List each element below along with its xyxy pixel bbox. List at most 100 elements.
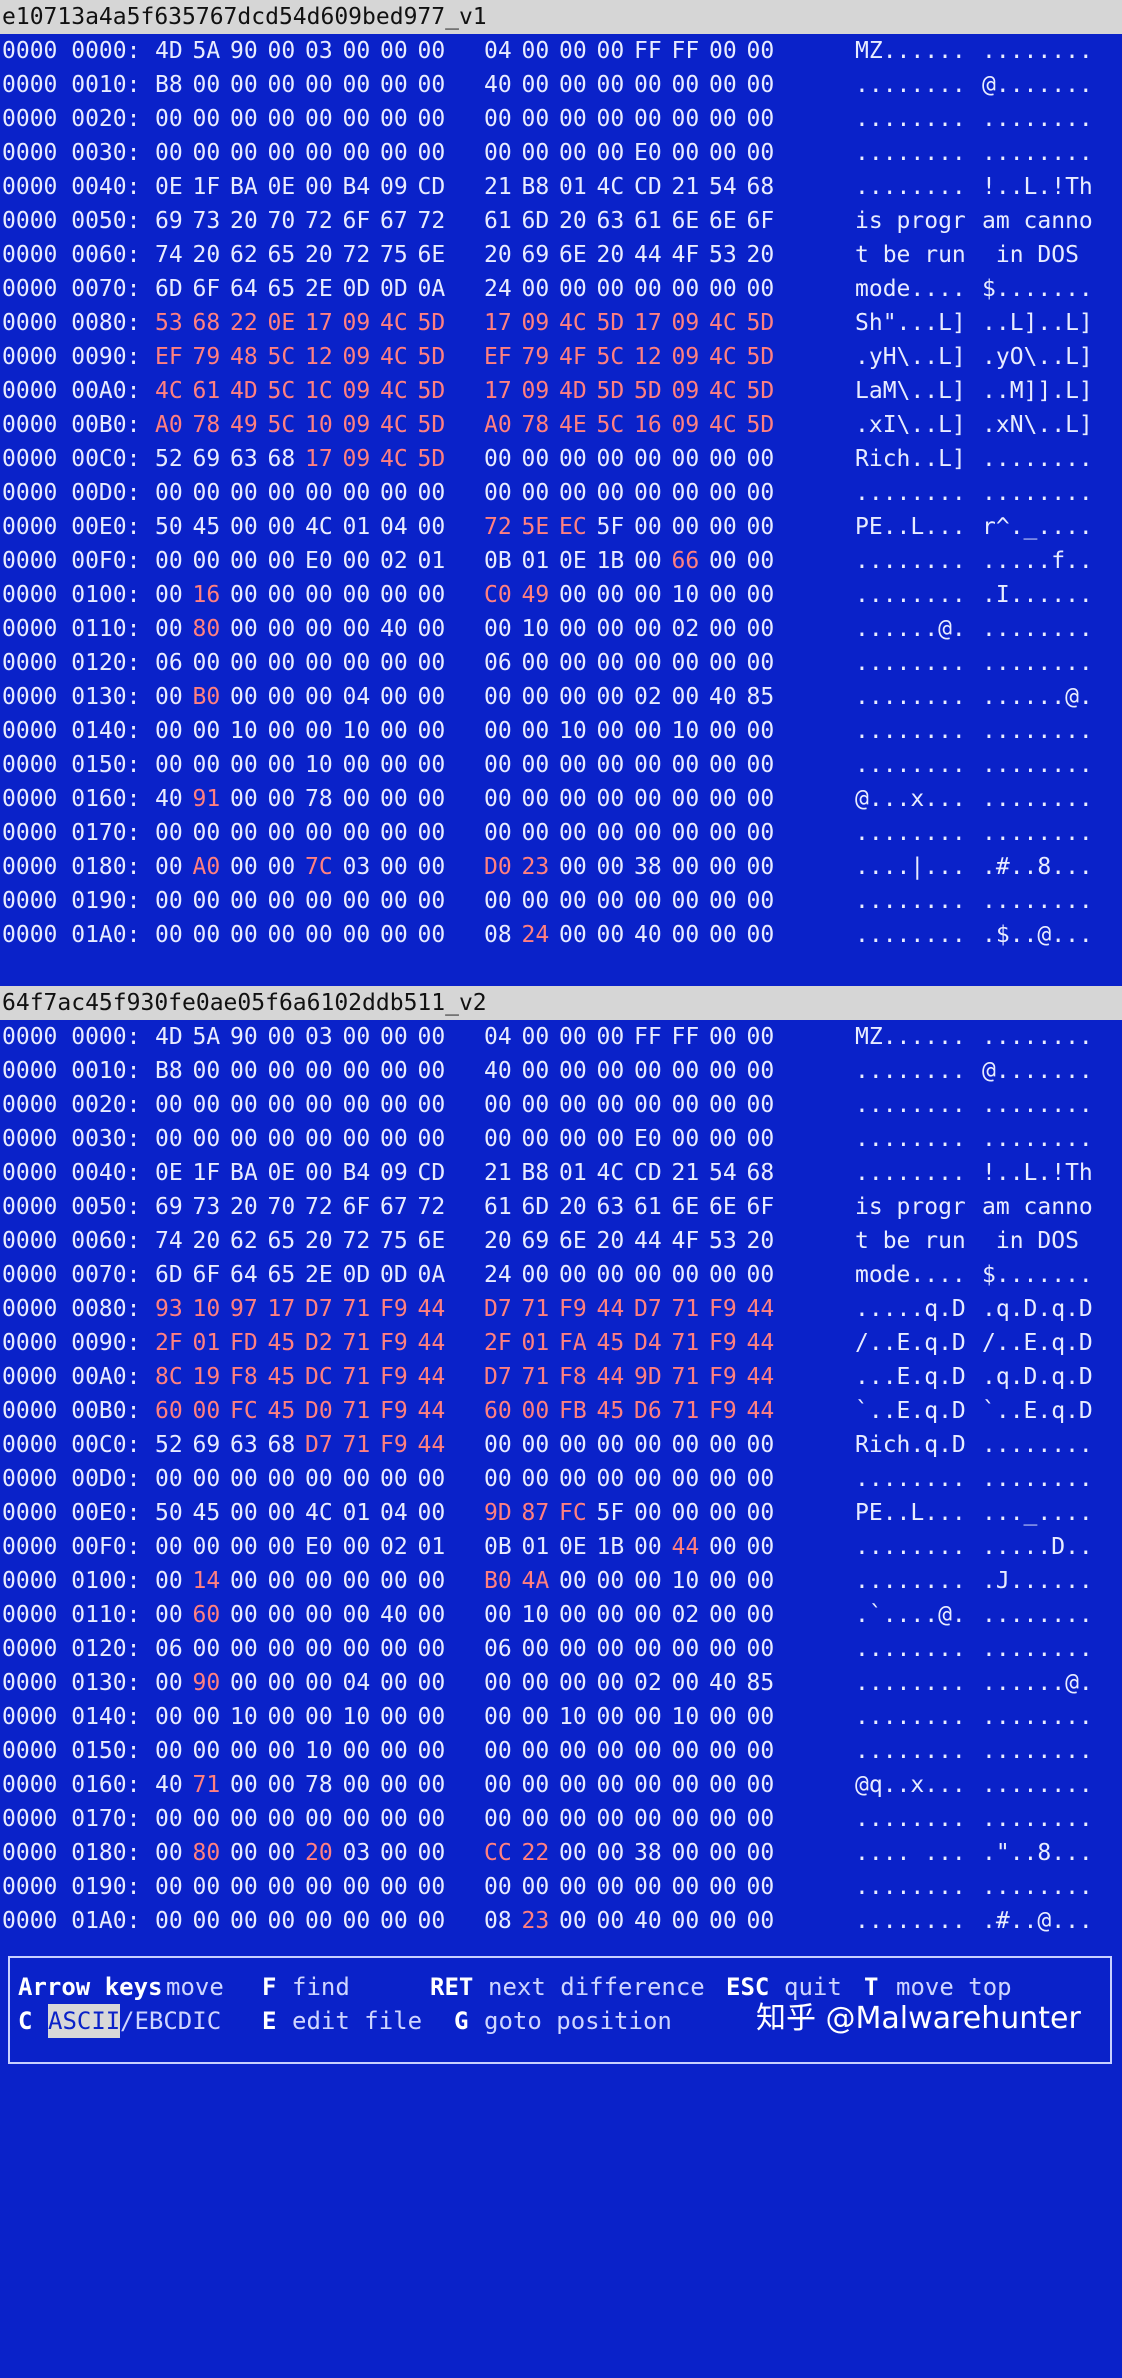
hex-byte[interactable]: 00 <box>305 650 333 676</box>
hex-byte[interactable]: 00 <box>634 1568 662 1594</box>
hex-byte[interactable]: 00 <box>155 582 183 608</box>
hex-byte[interactable]: 04 <box>380 514 408 540</box>
hex-byte[interactable]: 0E <box>267 310 296 336</box>
hex-byte[interactable]: 00 <box>746 1500 775 1526</box>
hex-byte[interactable]: 00 <box>746 718 775 744</box>
hex-byte[interactable]: 00 <box>380 718 408 744</box>
hex-byte[interactable]: 00 <box>484 1806 512 1832</box>
hex-byte[interactable]: EC <box>559 514 587 540</box>
hex-byte[interactable]: 10 <box>521 1602 550 1628</box>
hex-byte[interactable]: 40 <box>634 1908 662 1934</box>
hex-byte[interactable]: 00 <box>417 514 446 540</box>
hex-byte[interactable]: 00 <box>559 140 587 166</box>
hex-byte[interactable]: 00 <box>709 140 737 166</box>
hex-byte[interactable]: 00 <box>746 1874 775 1900</box>
hex-byte[interactable]: 00 <box>559 752 587 778</box>
hex-byte[interactable]: 10 <box>559 718 587 744</box>
hex-byte[interactable]: 00 <box>305 922 333 948</box>
hex-byte[interactable]: 00 <box>380 1126 408 1152</box>
hex-byte[interactable]: 00 <box>230 548 258 574</box>
hex-byte[interactable]: 10 <box>559 1704 587 1730</box>
hex-byte[interactable]: 5D <box>417 446 446 472</box>
hex-byte[interactable]: 00 <box>521 1704 550 1730</box>
hex-byte[interactable]: 69 <box>192 446 221 472</box>
hex-byte[interactable]: 00 <box>305 1704 333 1730</box>
hex-byte[interactable]: 53 <box>709 242 737 268</box>
hex-byte[interactable]: D0 <box>305 1398 333 1424</box>
hex-byte[interactable]: 71 <box>521 1296 550 1322</box>
hex-byte[interactable]: 00 <box>634 1466 662 1492</box>
hex-byte[interactable]: 00 <box>709 1806 737 1832</box>
hex-byte[interactable]: 00 <box>709 1602 737 1628</box>
hex-byte[interactable]: 00 <box>342 38 371 64</box>
hex-byte[interactable]: 4C <box>155 378 183 404</box>
hex-byte[interactable]: 72 <box>342 1228 371 1254</box>
hex-byte[interactable]: D7 <box>634 1296 662 1322</box>
hex-byte[interactable]: 00 <box>155 1602 183 1628</box>
hex-byte[interactable]: 6F <box>746 1194 775 1220</box>
hex-byte[interactable]: 6F <box>342 1194 371 1220</box>
hex-byte[interactable]: 00 <box>380 1636 408 1662</box>
hex-byte[interactable]: 6F <box>746 208 775 234</box>
hex-byte[interactable]: 44 <box>746 1330 775 1356</box>
hex-byte[interactable]: 00 <box>596 1432 625 1458</box>
hex-byte[interactable]: 00 <box>155 1466 183 1492</box>
hex-byte[interactable]: E0 <box>634 140 662 166</box>
hex-byte[interactable]: 00 <box>484 1670 512 1696</box>
hex-byte[interactable]: 65 <box>267 1262 296 1288</box>
hex-byte[interactable]: 00 <box>230 1840 258 1866</box>
hex-byte[interactable]: 02 <box>671 616 700 642</box>
hex-byte[interactable]: 04 <box>484 1024 512 1050</box>
hex-byte[interactable]: 00 <box>596 1058 625 1084</box>
hex-byte[interactable]: 90 <box>230 38 258 64</box>
hex-byte[interactable]: E0 <box>634 1126 662 1152</box>
hex-byte[interactable]: 00 <box>417 650 446 676</box>
hex-byte[interactable]: FF <box>634 1024 662 1050</box>
hex-byte[interactable]: 00 <box>671 684 700 710</box>
hex-byte[interactable]: 00 <box>155 1670 183 1696</box>
hex-byte[interactable]: 00 <box>342 1092 371 1118</box>
hex-byte[interactable]: 00 <box>380 1670 408 1696</box>
hex-byte[interactable]: 17 <box>305 310 333 336</box>
hex-byte[interactable]: 00 <box>559 1058 587 1084</box>
hex-byte[interactable]: 40 <box>634 922 662 948</box>
hex-byte[interactable]: F9 <box>709 1330 737 1356</box>
hex-byte[interactable]: 01 <box>521 1330 550 1356</box>
hex-byte[interactable]: 00 <box>746 1636 775 1662</box>
hex-byte[interactable]: 00 <box>671 1058 700 1084</box>
hex-byte[interactable]: 00 <box>671 786 700 812</box>
hex-byte[interactable]: 00 <box>559 616 587 642</box>
hex-byte[interactable]: 09 <box>342 310 371 336</box>
hex-byte[interactable]: 00 <box>380 1874 408 1900</box>
hex-byte[interactable]: 00 <box>230 1806 258 1832</box>
hex-byte[interactable]: 4C <box>709 378 737 404</box>
hex-byte[interactable]: 00 <box>305 718 333 744</box>
hex-byte[interactable]: 00 <box>267 480 296 506</box>
hex-byte[interactable]: 00 <box>267 72 296 98</box>
hex-byte[interactable]: 00 <box>267 1636 296 1662</box>
hex-byte[interactable]: 5D <box>596 378 625 404</box>
hex-byte[interactable]: 24 <box>484 276 512 302</box>
hex-byte[interactable]: 00 <box>417 1024 446 1050</box>
hex-byte[interactable]: 44 <box>417 1296 446 1322</box>
hex-byte[interactable]: 00 <box>192 650 221 676</box>
hex-byte[interactable]: 0B <box>484 548 512 574</box>
hex-byte[interactable]: 44 <box>417 1364 446 1390</box>
hex-byte[interactable]: 79 <box>521 344 550 370</box>
hex-byte[interactable]: FF <box>671 38 700 64</box>
hex-byte[interactable]: 00 <box>342 786 371 812</box>
hex-byte[interactable]: 40 <box>155 1772 183 1798</box>
hex-byte[interactable]: CD <box>634 1160 662 1186</box>
hex-byte[interactable]: 00 <box>267 548 296 574</box>
hex-byte[interactable]: 00 <box>746 1058 775 1084</box>
hex-byte[interactable]: 12 <box>305 344 333 370</box>
hex-byte[interactable]: 14 <box>192 1568 221 1594</box>
hex-byte[interactable]: 00 <box>671 1466 700 1492</box>
hex-byte[interactable]: 00 <box>484 888 512 914</box>
hex-byte[interactable]: 00 <box>484 446 512 472</box>
hex-byte[interactable]: F9 <box>380 1398 408 1424</box>
hex-byte[interactable]: 00 <box>596 684 625 710</box>
hex-byte[interactable]: 00 <box>709 1772 737 1798</box>
hex-byte[interactable]: 02 <box>634 1670 662 1696</box>
hex-byte[interactable]: 2F <box>484 1330 512 1356</box>
